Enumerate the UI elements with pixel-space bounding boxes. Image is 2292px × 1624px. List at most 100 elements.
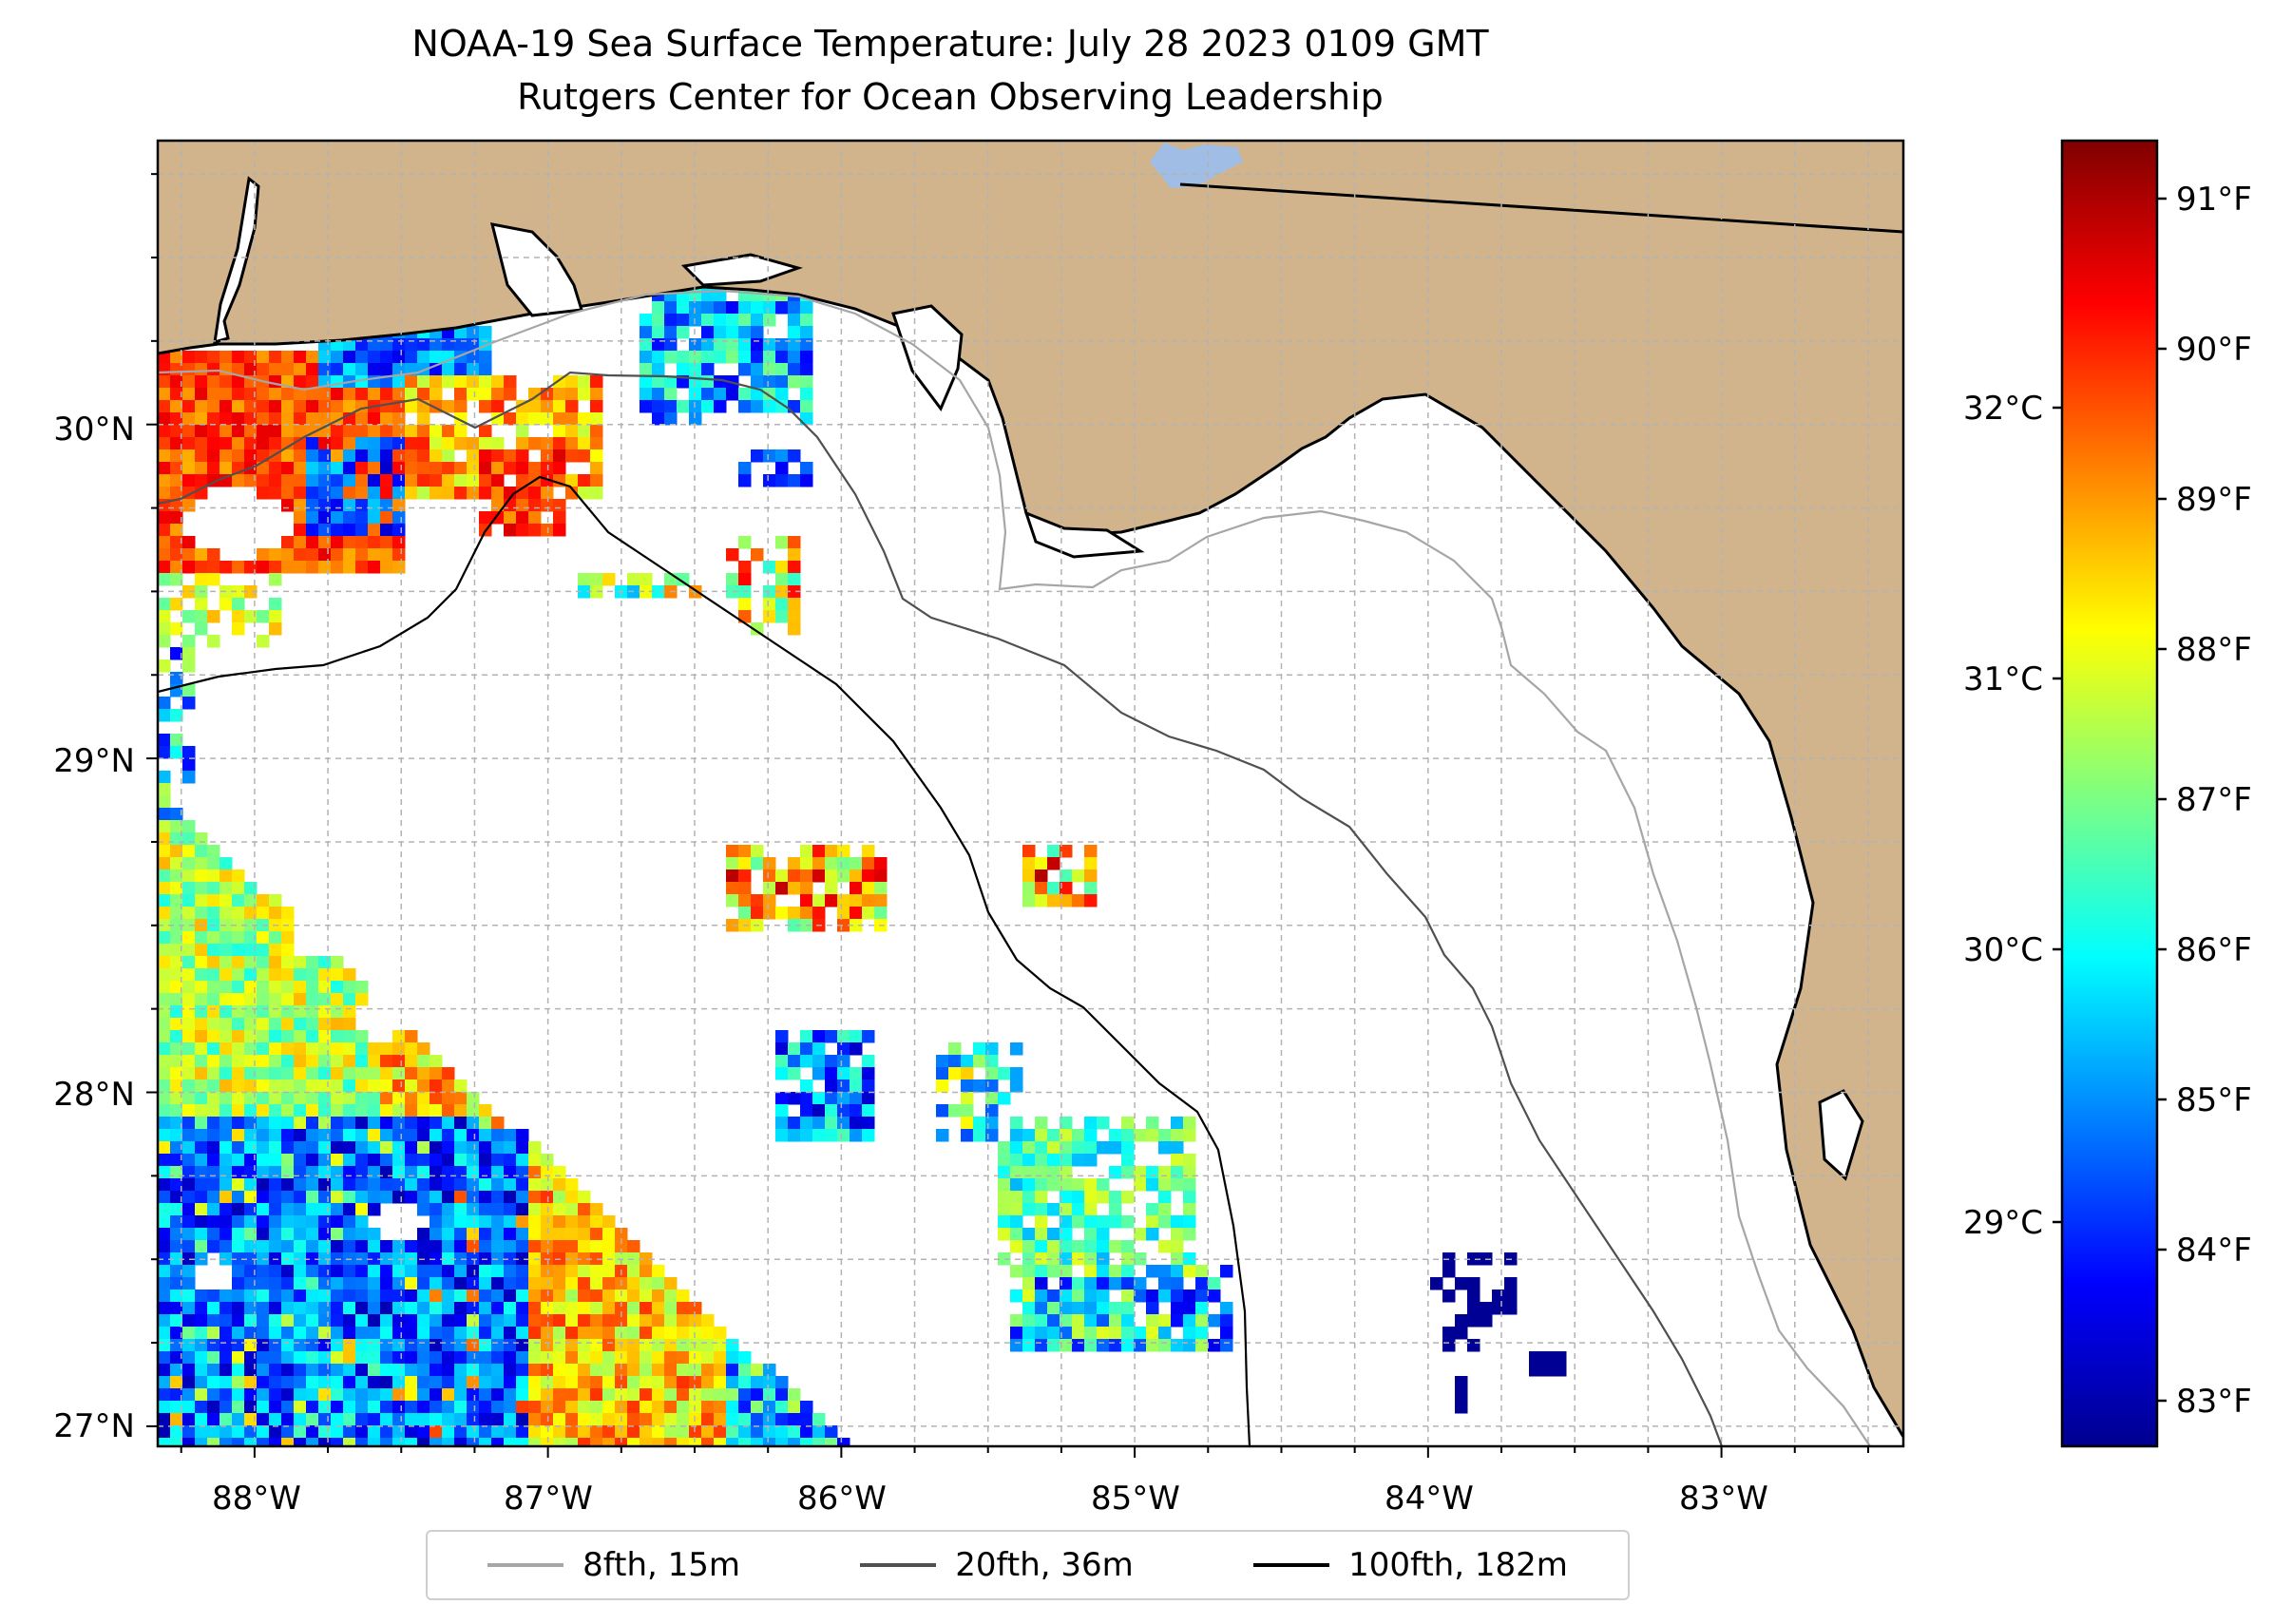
sst-pixel: [504, 1203, 517, 1216]
sst-pixel: [355, 1413, 369, 1426]
sst-pixel: [516, 425, 529, 438]
sst-pixel: [244, 1215, 258, 1229]
sst-pixel: [380, 412, 393, 426]
sst-pixel: [528, 1215, 542, 1229]
sst-pixel: [726, 1388, 739, 1402]
sst-pixel: [405, 1314, 418, 1328]
sst-pixel: [565, 375, 579, 389]
mobile-bay: [213, 176, 260, 345]
sst-pixel: [380, 1339, 393, 1352]
sst-pixel: [751, 1364, 764, 1377]
sst-pixel: [182, 610, 196, 623]
sst-pixel: [491, 1401, 505, 1414]
sst-pixel: [1109, 1166, 1122, 1179]
sst-pixel: [158, 1141, 171, 1155]
sst-pixel: [294, 1339, 307, 1352]
sst-pixel: [368, 1240, 381, 1253]
sst-pixel: [1022, 1327, 1036, 1340]
sst-pixel: [343, 1314, 356, 1328]
sst-pixel: [504, 1401, 517, 1414]
sst-pixel: [182, 894, 196, 908]
sst-pixel: [479, 400, 492, 413]
sst-pixel: [479, 1228, 492, 1241]
sst-pixel: [479, 1191, 492, 1204]
sst-pixel: [405, 1092, 418, 1105]
sst-pixel: [343, 351, 356, 364]
sst-pixel: [306, 1055, 319, 1068]
sst-pixel: [331, 1302, 344, 1315]
sst-pixel: [380, 1166, 393, 1179]
sst-pixel: [775, 1055, 789, 1068]
sst-pixel: [306, 437, 319, 450]
sst-pixel: [182, 1265, 196, 1278]
sst-pixel: [467, 1302, 480, 1315]
sst-pixel: [664, 1401, 678, 1414]
sst-pixel: [269, 412, 282, 426]
sst-pixel: [615, 1302, 628, 1315]
sst-pixel: [158, 1302, 171, 1315]
sst-pixel: [331, 449, 344, 463]
sst-pixel: [627, 1388, 640, 1402]
sst-pixel: [417, 1191, 430, 1204]
sst-pixel: [516, 1265, 529, 1278]
sst-pixel: [170, 622, 183, 636]
sst-pixel: [269, 1079, 282, 1093]
sst-pixel: [800, 1030, 813, 1043]
sst-pixel: [454, 375, 468, 389]
sst-pixel: [751, 907, 764, 920]
sst-pixel: [652, 1438, 665, 1446]
sst-pixel: [392, 487, 406, 500]
sst-pixel: [590, 462, 603, 475]
sst-pixel: [1158, 1166, 1172, 1179]
sst-pixel: [1084, 894, 1098, 908]
sst-pixel: [640, 363, 653, 376]
sst-pixel: [1171, 1141, 1184, 1155]
sst-pixel: [294, 1413, 307, 1426]
x-tick-label: 86°W: [797, 1480, 887, 1518]
sst-pixel: [331, 956, 344, 969]
sst-pixel: [182, 1425, 196, 1439]
sst-pixel: [615, 1364, 628, 1377]
sst-pixel: [1084, 1228, 1098, 1241]
sst-pixel: [1022, 845, 1036, 858]
sst-pixel: [306, 363, 319, 376]
sst-pixel: [417, 1203, 430, 1216]
sst-pixel: [738, 1351, 752, 1365]
sst-pixel: [788, 1092, 801, 1105]
sst-pixel: [1060, 1203, 1073, 1216]
sst-pixel: [615, 1240, 628, 1253]
sst-pixel: [677, 301, 690, 315]
sst-pixel: [714, 1425, 727, 1439]
sst-pixel: [825, 1438, 838, 1446]
sst-pixel: [652, 1388, 665, 1402]
sst-pixel: [788, 326, 801, 339]
sst-pixel: [800, 1438, 813, 1446]
sst-pixel: [207, 573, 220, 586]
sst-pixel: [1183, 1129, 1196, 1142]
sst-pixel: [1171, 1314, 1184, 1328]
sst-pixel: [281, 1042, 295, 1056]
sst-pixel: [850, 894, 863, 908]
sst-pixel: [516, 1425, 529, 1439]
sst-pixel: [405, 1388, 418, 1402]
sst-pixel: [355, 462, 369, 475]
sst-pixel: [553, 1302, 566, 1315]
sst-pixel: [775, 907, 789, 920]
sst-pixel: [232, 1438, 245, 1446]
sst-pixel: [800, 400, 813, 413]
sst-pixel: [1208, 1277, 1221, 1290]
sst-pixel: [355, 1030, 369, 1043]
sst-pixel: [751, 338, 764, 352]
sst-pixel: [1171, 1166, 1184, 1179]
sst-pixel: [1010, 1191, 1023, 1204]
sst-pixel: [182, 758, 196, 772]
sst-pixel: [1109, 1141, 1122, 1155]
sst-pixel: [281, 1030, 295, 1043]
sst-pixel: [640, 585, 653, 599]
sst-pixel: [182, 857, 196, 870]
sst-pixel: [528, 1364, 542, 1377]
sst-pixel: [565, 1215, 579, 1229]
sst-pixel: [701, 351, 715, 364]
sst-pixel: [306, 1265, 319, 1278]
sst-pixel: [405, 1364, 418, 1377]
